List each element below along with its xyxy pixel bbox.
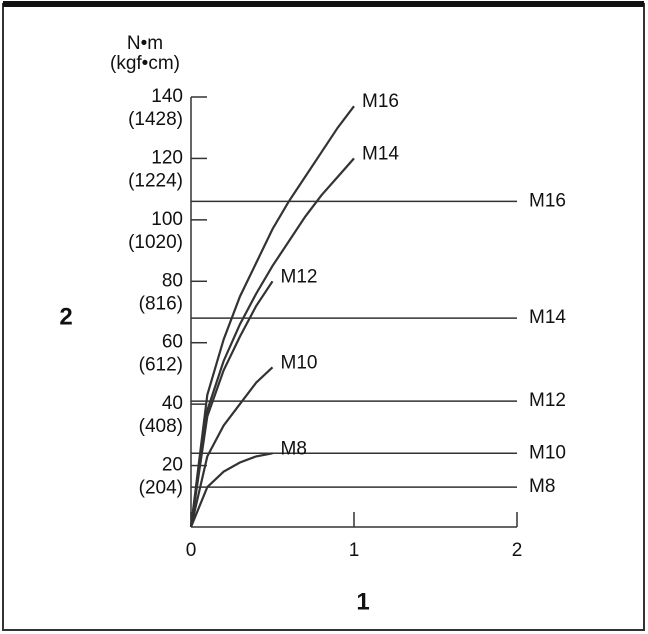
- curve-label: M12: [281, 266, 318, 287]
- y-tick-sublabel: (1224): [128, 170, 183, 191]
- curve-label: M10: [281, 352, 318, 373]
- curve: [189, 157, 355, 528]
- y-tick-sublabel: (816): [139, 293, 183, 314]
- y-tick-label: 100: [151, 209, 183, 230]
- curve: [189, 452, 273, 528]
- limit-label: M14: [529, 307, 566, 328]
- y-tick-sublabel: (1428): [128, 109, 183, 130]
- limit-label: M16: [529, 190, 566, 211]
- unit-label: N•m: [127, 33, 163, 54]
- y-tick-label: 120: [151, 147, 183, 168]
- curve: [189, 280, 274, 528]
- y-tick-label: 20: [162, 455, 183, 476]
- x-tick-label: 2: [512, 540, 523, 561]
- limit-label: M8: [529, 476, 555, 497]
- limit-label: M10: [529, 442, 566, 463]
- curve: [189, 105, 355, 528]
- curve-label: M16: [362, 91, 399, 112]
- y-tick-sublabel: (408): [139, 416, 183, 437]
- y-tick-label: 60: [162, 332, 183, 353]
- x-axis-label: 1: [356, 588, 369, 615]
- curve: [189, 366, 274, 528]
- y-tick-label: 40: [162, 393, 183, 414]
- x-tick-label: 1: [349, 540, 360, 561]
- x-tick-label: 0: [186, 540, 197, 561]
- y-tick-label: 80: [162, 270, 183, 291]
- unit-sublabel: (kgf•cm): [110, 53, 180, 74]
- y-axis-label: 2: [59, 303, 72, 330]
- y-tick-label: 140: [151, 86, 183, 107]
- curve-label: M14: [362, 143, 399, 164]
- curve-label: M8: [281, 438, 307, 459]
- y-tick-sublabel: (612): [139, 355, 183, 376]
- limit-label: M12: [529, 390, 566, 411]
- y-tick-sublabel: (1020): [128, 232, 183, 253]
- y-tick-sublabel: (204): [139, 478, 183, 499]
